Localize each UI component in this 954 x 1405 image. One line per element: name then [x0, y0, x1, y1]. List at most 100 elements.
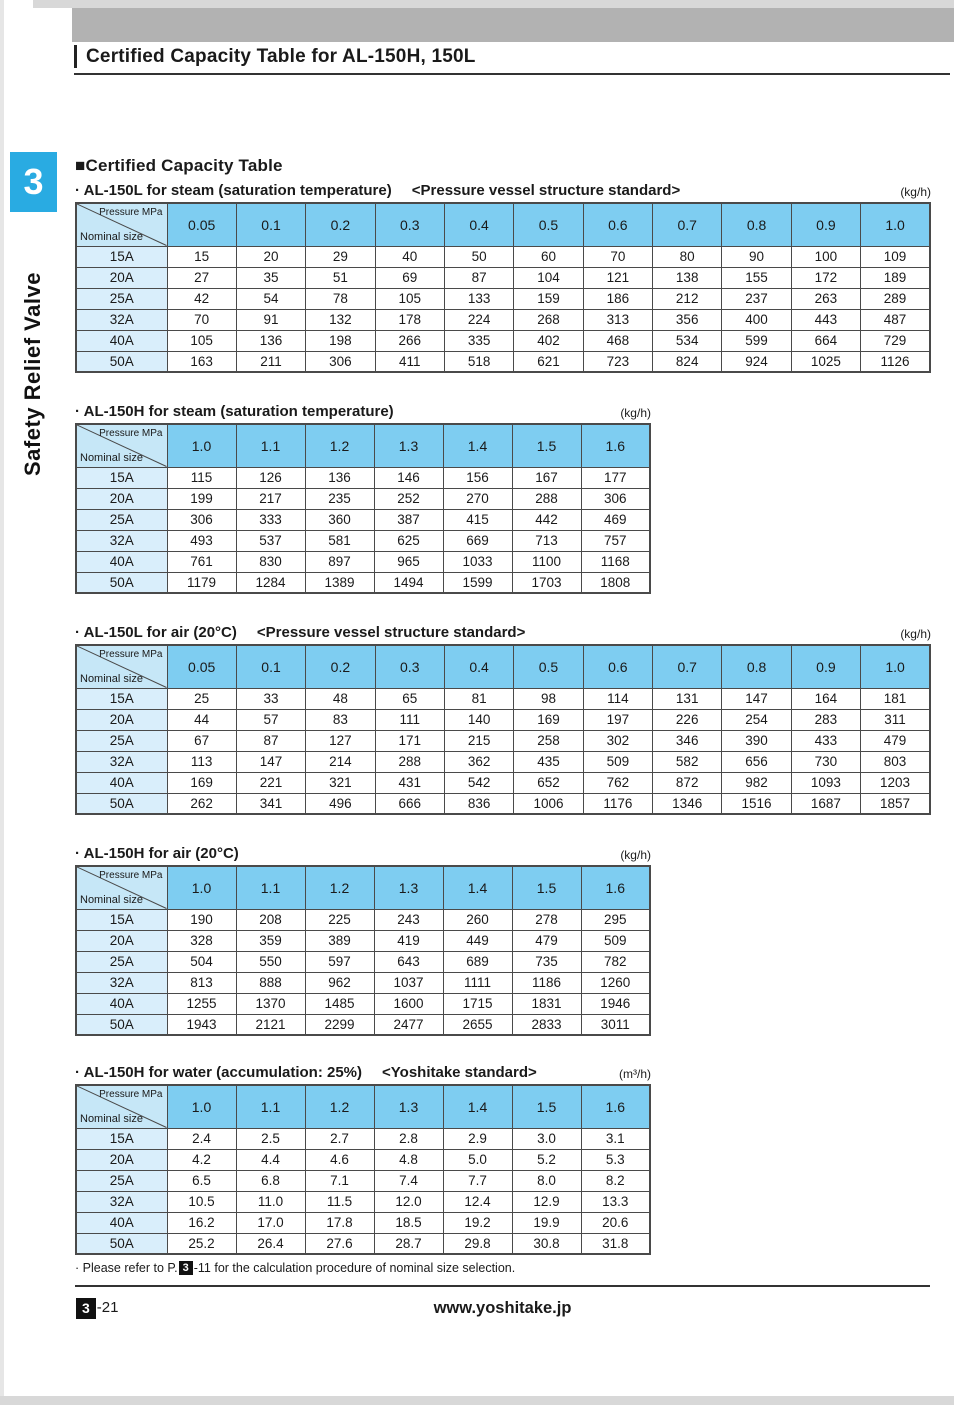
capacity-cell: 48	[305, 687, 376, 710]
nominal-size-cell: 15A	[75, 687, 168, 710]
table-standard-note: <Pressure vessel structure standard>	[411, 182, 681, 199]
table-row: 15A 25 33 48 65 81 98 114 131 147 164 181	[75, 687, 931, 710]
capacity-cell: 217	[235, 487, 306, 510]
pressure-column-header: 1.6	[580, 1084, 651, 1129]
capacity-cell: 390	[721, 729, 792, 752]
capacity-cell: 333	[235, 508, 306, 531]
pressure-column-header: 0.05	[166, 202, 237, 247]
capacity-cell: 50	[443, 245, 515, 268]
pressure-column-header: 0.4	[443, 644, 515, 689]
capacity-cell: 20.6	[580, 1211, 651, 1234]
capacity-cell: 98	[513, 687, 584, 710]
capacity-cell: 111	[374, 708, 445, 731]
table-unit-label: (kg/h)	[620, 406, 651, 420]
capacity-cell: 542	[443, 771, 515, 794]
capacity-cell: 263	[790, 287, 862, 310]
pressure-column-header: 0.6	[582, 644, 654, 689]
capacity-cell: 509	[582, 750, 654, 773]
capacity-cell: 4.8	[373, 1148, 444, 1171]
capacity-cell: 803	[860, 750, 931, 773]
capacity-cell: 288	[511, 487, 582, 510]
capacity-cell: 872	[652, 771, 723, 794]
capacity-cell: 1126	[860, 350, 931, 373]
capacity-cell: 1687	[790, 792, 862, 815]
table-row: 40A 169 221 321 431 542 652 762 872 982 1093 1203	[75, 771, 931, 794]
capacity-cell: 1599	[442, 571, 513, 594]
nominal-size-cell: 32A	[75, 971, 168, 994]
pressure-column-header: 1.2	[304, 423, 375, 468]
table-title-row: · AL-150H for water (accumulation: 25%) <…	[75, 1064, 651, 1081]
capacity-cell: 1485	[304, 992, 375, 1015]
table-row: 20A 27 35 51 69 87 104 121 138 155 172 189	[75, 266, 931, 289]
pressure-column-header: 1.0	[166, 423, 237, 468]
capacity-cell: 1494	[373, 571, 444, 594]
capacity-cell: 80	[652, 245, 723, 268]
diagonal-bottom-label: Nominal size	[80, 672, 143, 685]
capacity-cell: 479	[511, 929, 582, 952]
capacity-table: Pressure MPa Nominal size 1.0 1.1 1.2 1.3 1.4 1…	[75, 423, 651, 594]
capacity-cell: 411	[374, 350, 445, 373]
capacity-cell: 146	[373, 466, 444, 489]
capacity-cell: 362	[443, 750, 515, 773]
pressure-column-header: 1.3	[373, 865, 444, 910]
capacity-cell: 109	[860, 245, 931, 268]
capacity-cell: 155	[721, 266, 792, 289]
table-row: 15A 15 20 29 40 50 60 70 80 90 100 109	[75, 245, 931, 268]
capacity-cell: 7.7	[442, 1169, 513, 1192]
capacity-cell: 1370	[235, 992, 306, 1015]
pressure-column-header: 0.5	[513, 644, 584, 689]
capacity-cell: 211	[235, 350, 307, 373]
capacity-cell: 20	[235, 245, 307, 268]
capacity-cell: 666	[374, 792, 445, 815]
table-title: · AL-150L for air (20°C)	[75, 624, 237, 641]
capacity-cell: 1033	[442, 550, 513, 573]
capacity-cell: 283	[790, 708, 862, 731]
pressure-column-header: 1.1	[235, 1084, 306, 1129]
capacity-cell: 1255	[166, 992, 237, 1015]
capacity-cell: 534	[652, 329, 723, 352]
table-unit-label: (kg/h)	[900, 627, 931, 641]
capacity-cell: 7.1	[304, 1169, 375, 1192]
pressure-column-header: 0.9	[790, 202, 862, 247]
capacity-cell: 16.2	[166, 1211, 237, 1234]
table-row: 25A 306 333 360 387 415 442 469	[75, 508, 651, 531]
pressure-column-header: 0.2	[305, 202, 376, 247]
capacity-cell: 1284	[235, 571, 306, 594]
capacity-cell: 735	[511, 950, 582, 973]
capacity-cell: 254	[721, 708, 792, 731]
capacity-cell: 17.8	[304, 1211, 375, 1234]
capacity-cell: 28.7	[373, 1232, 444, 1255]
capacity-cell: 131	[652, 687, 723, 710]
table-row: 25A 504 550 597 643 689 735 782	[75, 950, 651, 973]
nominal-size-cell: 25A	[75, 287, 168, 310]
capacity-cell: 214	[305, 750, 376, 773]
table-title: · AL-150H for steam (saturation temperat…	[75, 403, 394, 420]
capacity-cell: 433	[790, 729, 862, 752]
table-row: 32A 70 91 132 178 224 268 313 356 400 443 487	[75, 308, 931, 331]
capacity-cell: 40	[374, 245, 445, 268]
page-header: Certified Capacity Table for AL-150H, 15…	[74, 44, 950, 75]
capacity-table: Pressure MPa Nominal size 0.05 0.1 0.2 0.3 0.4…	[75, 202, 931, 373]
capacity-cell: 81	[443, 687, 515, 710]
capacity-cell: 3.1	[580, 1127, 651, 1150]
capacity-cell: 5.3	[580, 1148, 651, 1171]
capacity-cell: 266	[374, 329, 445, 352]
capacity-cell: 1516	[721, 792, 792, 815]
page-number: 3 -21	[75, 1298, 118, 1319]
capacity-cell: 83	[305, 708, 376, 731]
capacity-cell: 431	[374, 771, 445, 794]
capacity-table-block: · AL-150L for air (20°C) <Pressure vessel…	[75, 624, 931, 815]
capacity-cell: 172	[790, 266, 862, 289]
pressure-column-header: 1.5	[511, 1084, 582, 1129]
pressure-column-header: 0.3	[374, 202, 445, 247]
table-row: 50A 262 341 496 666 836 1006 1176 1346 1516 1687 18…	[75, 792, 931, 815]
table-row: 32A 113 147 214 288 362 435 509 582 656 730 803	[75, 750, 931, 773]
capacity-cell: 1857	[860, 792, 931, 815]
nominal-size-cell: 25A	[75, 950, 168, 973]
capacity-cell: 12.9	[511, 1190, 582, 1213]
capacity-table: Pressure MPa Nominal size 1.0 1.1 1.2 1.3 1.4 1…	[75, 865, 651, 1036]
nominal-size-cell: 32A	[75, 750, 168, 773]
capacity-cell: 5.0	[442, 1148, 513, 1171]
capacity-cell: 652	[513, 771, 584, 794]
